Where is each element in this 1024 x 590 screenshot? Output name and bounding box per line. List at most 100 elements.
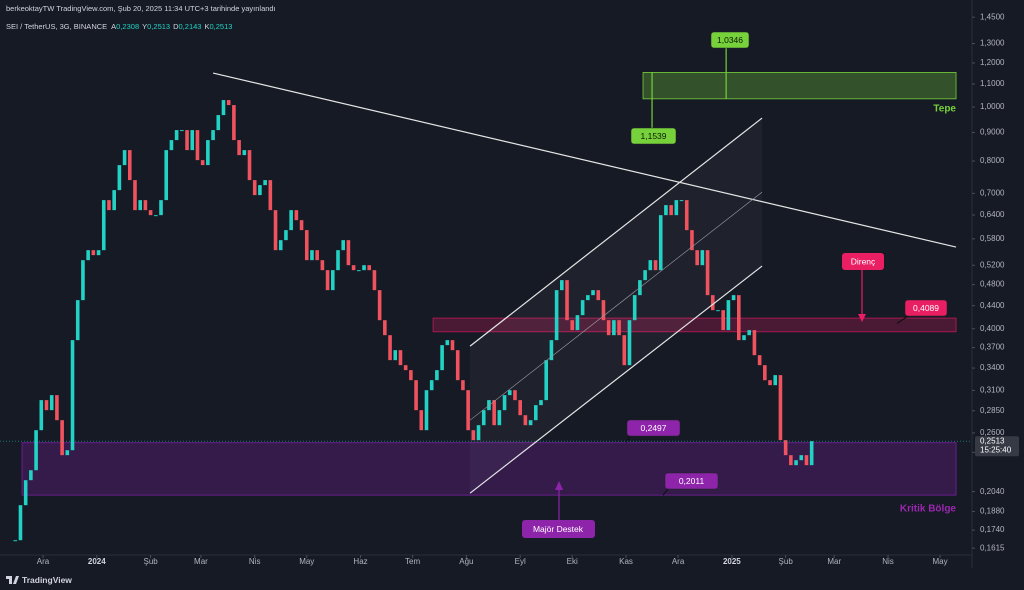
candle [518,400,522,416]
header-part: Y [142,22,147,31]
candle [346,240,351,266]
candle [622,335,627,366]
candle [752,330,757,356]
x-tick-label: Şub [779,557,794,566]
candle [726,300,731,331]
candle [284,230,288,241]
candle [258,185,262,196]
channel-fill [470,118,763,494]
candle [18,505,23,541]
candle [138,200,142,211]
candle [783,440,788,456]
y-tick-label: 0,2850 [980,406,1005,415]
candle [29,470,33,481]
candle [70,340,75,451]
candle [174,130,179,141]
support-note: Majör Destek [522,481,595,538]
candle [742,335,746,341]
header-part: D [173,22,179,31]
candle [528,420,533,426]
candle [419,410,424,431]
candle [112,190,116,211]
candle [341,240,346,251]
candle [169,140,174,151]
candle [710,295,715,311]
candle [336,250,340,271]
callout-box [664,472,719,490]
candle [757,355,762,366]
y-tick-label: 0,7000 [980,188,1005,197]
candle [86,250,90,261]
y-tick-label: 0,4800 [980,280,1005,289]
candle [429,380,434,391]
candle [278,240,283,251]
callout-label: 0,2497 [641,423,667,433]
candle [299,220,304,231]
y-tick-label: 1,0000 [980,102,1005,111]
candle [679,200,684,202]
candle [44,400,49,411]
callout-box [626,419,681,437]
y-tick-label: 0,1880 [980,507,1005,516]
symbol-header: SEI / TetherUS, 3G, BINANCE A0,2308 Y0,251… [6,22,232,31]
header-part: 0,2513 [209,22,232,31]
candle [794,460,798,466]
candle [450,340,455,351]
candle [216,115,221,131]
candle [544,360,549,401]
candle [242,150,247,156]
trend-line [469,265,763,494]
x-tick-label: Ara [672,557,685,566]
candle [127,150,132,181]
candle [586,295,590,301]
candle [669,205,673,216]
x-tick-label: Eyl [515,557,526,566]
resistance-note: Direnç [842,253,884,322]
zone-label: Kritik Bölge [900,504,957,515]
callout-line [625,435,631,444]
candle [539,400,543,406]
candle [481,410,486,426]
zone [21,442,957,496]
candle [330,270,335,291]
candle [580,300,585,316]
candle [461,380,465,391]
candle [414,380,418,411]
candle [107,200,111,211]
x-tick-label: May [933,557,948,566]
last-price-label: 0,2513 [980,436,1005,445]
y-tick-label: 0,5200 [980,260,1005,269]
header-part: 0,2308 [116,22,139,31]
candle [716,310,720,312]
candle [773,375,778,386]
candle [367,265,372,271]
candle [393,350,398,361]
plot-layer [0,48,972,542]
candle [700,250,705,266]
countdown: 15:25:40 [980,445,1012,454]
candle [237,140,241,156]
y-tick-label: 0,4400 [980,301,1005,310]
callout-label: 1,1539 [641,131,667,141]
candle [570,320,575,331]
candle [273,210,278,251]
header-part: K [204,22,209,31]
x-tick-label: Nis [249,557,261,566]
candle [143,200,148,211]
candle [55,395,59,421]
candle [34,430,38,471]
candle [320,260,325,271]
candle [778,375,783,441]
candle [768,380,772,386]
note-box [522,520,595,538]
last-price-box [975,436,1019,457]
candle [455,350,460,381]
candle [409,370,413,381]
candle [247,150,252,181]
candle [60,420,64,456]
candle [362,265,366,271]
candle [617,320,621,336]
arrow-head [858,314,866,322]
candle [533,405,538,421]
